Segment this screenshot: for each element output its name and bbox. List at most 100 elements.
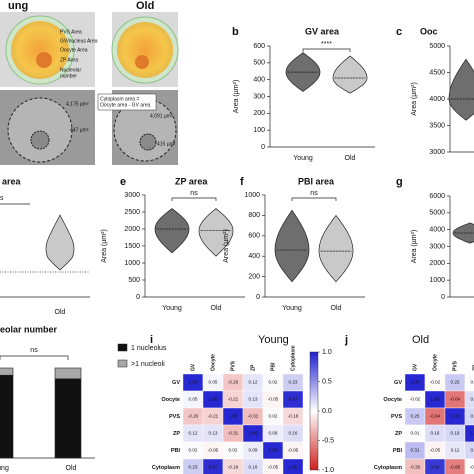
cell-label: 0.13 xyxy=(249,397,258,402)
chart-title: Ooc xyxy=(420,26,438,36)
legend-swatch xyxy=(117,343,128,352)
cell-label: 0.25 xyxy=(451,380,460,385)
y-axis-label: Area (µm²) xyxy=(223,229,230,263)
annotation: PVS Area xyxy=(60,29,82,35)
bar-segment xyxy=(0,374,14,459)
cell-label: 0.19 xyxy=(471,448,474,453)
bracket xyxy=(171,197,217,201)
y-axis-label: Area (µm²) xyxy=(411,82,418,116)
x-tick-label: Old xyxy=(55,309,66,316)
column-label: PBI xyxy=(270,362,276,371)
chart-title: Old xyxy=(412,334,429,346)
significance: ns xyxy=(190,190,198,197)
cell-label: 0.02 xyxy=(269,414,278,419)
cell-label: -0.05 xyxy=(430,448,441,453)
violin xyxy=(448,58,474,121)
legend-label: >1 nucleoli xyxy=(131,361,165,368)
heatmap-cell xyxy=(464,407,474,426)
cell-label: 1.00 xyxy=(471,431,474,436)
annotation: number xyxy=(60,73,77,79)
cell-label: 0.23 xyxy=(189,465,198,470)
x-tick-label: Old xyxy=(66,465,77,472)
gv xyxy=(135,55,149,69)
cell-label: 1.00 xyxy=(229,414,238,419)
panel-label: e xyxy=(120,176,126,188)
panel-title: area xyxy=(2,176,22,186)
cell-label: -0.02 xyxy=(470,465,474,470)
y-tick-label: 400 xyxy=(253,77,265,84)
cell-label: 1.00 xyxy=(209,397,218,402)
colorbar-tick-label: 1.0 xyxy=(322,349,332,356)
cell-label: 1.00 xyxy=(249,431,258,436)
annotation: Oocyte Area xyxy=(60,47,88,53)
formula-box xyxy=(97,93,157,111)
bracket xyxy=(0,355,69,360)
cell-label: -0.02 xyxy=(430,380,441,385)
cell-label: 0.13 xyxy=(209,431,218,436)
x-tick-label: Old xyxy=(331,305,342,312)
colorbar-tick-label: 0.0 xyxy=(322,408,332,415)
gv xyxy=(36,52,52,68)
panel-label: c xyxy=(396,26,402,38)
violin-chart: e ZP area Area (µm²) 0 500 1000 1500 2000 2500 30… xyxy=(101,176,245,312)
y-tick-label: 200 xyxy=(248,273,260,280)
y-tick-label: 300 xyxy=(253,93,265,100)
cell-label: -0.31 xyxy=(248,414,259,419)
y-tick-label: 2000 xyxy=(124,226,140,233)
column-label: ZP xyxy=(250,364,256,371)
cell-label: 0.19 xyxy=(471,414,474,419)
cell-label: 1.00 xyxy=(451,414,460,419)
y-axis-label: Area (µm²) xyxy=(233,80,240,114)
charts: b GV area Area (µm²) 0 100 200 300 400 500 600 You… xyxy=(0,26,474,474)
cell-label: 0.09 xyxy=(249,448,258,453)
measurement: 447 µm² xyxy=(70,127,89,133)
violin-chart: f PBI area Area (µm²) 0 200 400 600 800 1000 Youn… xyxy=(223,176,365,312)
chart-title: eolar number xyxy=(0,324,58,334)
y-axis-label: Area (µm²) xyxy=(101,229,108,263)
panel-label: b xyxy=(232,26,239,38)
cell-label: -0.21 xyxy=(228,397,239,402)
y-tick-label: 1000 xyxy=(124,260,140,267)
significance: ns xyxy=(310,190,318,197)
colorbar-tick-label: -1.0 xyxy=(322,467,334,474)
cell-label: -0.26 xyxy=(228,380,239,385)
violin xyxy=(274,209,310,283)
x-tick-label: Old xyxy=(345,155,356,162)
bar-segment xyxy=(54,367,82,380)
row-label: PBI xyxy=(393,448,403,454)
cell-label: 0.11 xyxy=(451,448,460,453)
row-label: GV xyxy=(172,380,180,386)
y-tick-label: 2000 xyxy=(429,260,445,267)
chart-title: Young xyxy=(258,334,289,346)
y-tick-label: 200 xyxy=(253,110,265,117)
y-tick-label: 400 xyxy=(248,253,260,260)
panel-label: g xyxy=(396,176,403,188)
y-tick-label: 1000 xyxy=(429,277,445,284)
chart-title: GV area xyxy=(305,26,340,36)
panel-label: f xyxy=(240,176,244,188)
measurement: 4,091 µm² xyxy=(150,113,173,119)
heatmap-cell xyxy=(464,441,474,460)
cell-label: 0.05 xyxy=(189,397,198,402)
heatmap-cell xyxy=(464,390,474,409)
cell-label: 0.31 xyxy=(411,448,420,453)
annotation: GV/nucleus Area xyxy=(60,38,98,44)
heatmap-chart: j Old GV Oocyte PVS ZP GV 1.00 -0.02 0.25 0.01 Oocy… xyxy=(344,334,474,474)
violin xyxy=(154,208,190,254)
y-tick-label: 500 xyxy=(128,277,140,284)
row-label: ZP xyxy=(173,431,180,437)
y-tick-label: 6000 xyxy=(429,193,445,200)
chart-title: PBI area xyxy=(298,176,335,186)
colorbar-tick-label: 0.5 xyxy=(322,378,332,385)
row-label: Cytoplasm xyxy=(152,465,180,471)
y-axis-label: Area (µm²) xyxy=(411,230,418,264)
y-tick-label: 5000 xyxy=(429,43,445,50)
cell-label: 0.05 xyxy=(209,380,218,385)
colorbar-tick-label: -0.5 xyxy=(322,437,334,444)
row-label: ZP xyxy=(395,431,402,437)
cell-label: -0.05 xyxy=(288,448,299,453)
cell-label: 1.00 xyxy=(189,380,198,385)
cell-label: 0.12 xyxy=(189,431,198,436)
row-label: Oocyte xyxy=(161,397,180,403)
